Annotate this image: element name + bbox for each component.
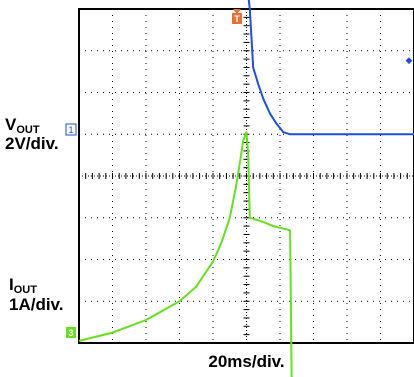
- trigger-marker: T: [232, 9, 242, 24]
- plot-frame: [78, 8, 414, 344]
- vout-label-main: V: [5, 115, 17, 134]
- iout-label: IOUT: [9, 276, 37, 296]
- iout-scale-label: 1A/div.: [9, 295, 64, 314]
- channel-1-label: 1: [68, 125, 73, 135]
- vout-scale-label: 2V/div.: [5, 134, 59, 153]
- vout-label: VOUT: [5, 116, 40, 136]
- channel-1-marker: 1: [65, 123, 77, 136]
- channel-3-marker: 3: [66, 327, 76, 338]
- vout-trace: [247, 0, 414, 136]
- vout-label-sub: OUT: [16, 124, 40, 136]
- iout-label-main: I: [9, 275, 14, 294]
- iout-trace: [78, 131, 293, 377]
- grid: [78, 8, 414, 344]
- channel-3-label: 3: [68, 328, 73, 338]
- x-axis-label: 20ms/div.: [208, 352, 285, 371]
- reference-marker-icon: ◆: [406, 56, 413, 66]
- trigger-label: T: [234, 14, 240, 24]
- iout-label-sub: OUT: [13, 284, 37, 296]
